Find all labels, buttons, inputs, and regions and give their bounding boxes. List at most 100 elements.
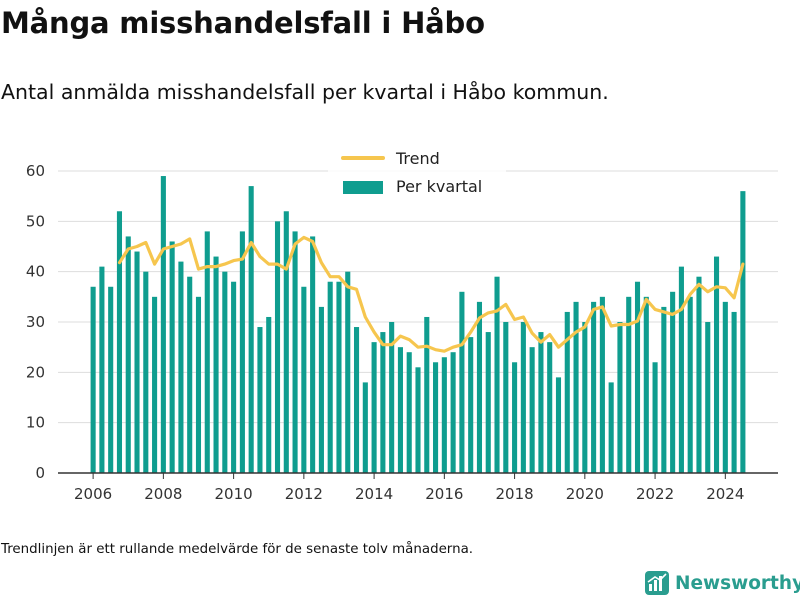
bar: [389, 322, 395, 473]
x-tick-label: 2012: [285, 485, 323, 500]
brand-logo[interactable]: Newsworthy: [644, 570, 800, 596]
footnote: Trendlinjen är ett rullande medelvärde f…: [1, 542, 474, 557]
bar: [468, 337, 474, 473]
bar: [406, 352, 412, 473]
legend-bar-label: Per kvartal: [396, 177, 482, 196]
bar: [626, 296, 632, 473]
y-tick-label: 40: [26, 263, 45, 281]
x-tick-label: 2022: [636, 485, 674, 500]
bar: [722, 301, 728, 473]
bar: [459, 291, 465, 473]
bar: [327, 281, 333, 473]
bar: [476, 301, 483, 473]
brand-name: Newsworthy: [675, 572, 800, 594]
bar: [643, 296, 649, 473]
bar: [599, 296, 605, 473]
x-tick-label: 2006: [74, 485, 112, 500]
bar: [283, 211, 289, 473]
bar: [380, 332, 386, 473]
bar: [257, 327, 263, 473]
bar: [591, 301, 597, 473]
bar: [740, 191, 746, 473]
bar: [204, 231, 210, 473]
legend: Trend Per kvartal: [328, 144, 506, 206]
trend-series: [117, 235, 745, 353]
bar: [274, 221, 281, 473]
bar: [634, 281, 641, 473]
bar: [353, 327, 360, 473]
chart: 0 10 20 30 40 50 60 2006 2008 2010 2012 2014 2016 201…: [26, 144, 778, 500]
bar: [441, 357, 447, 473]
bar: [292, 231, 298, 473]
bar: [687, 296, 693, 473]
bar: [582, 322, 588, 473]
bar: [318, 306, 324, 473]
legend-trend-label: Trend: [395, 149, 440, 168]
bar: [617, 322, 623, 473]
bar: [661, 306, 667, 473]
legend-bar-swatch: [343, 181, 383, 194]
bar: [222, 271, 228, 473]
bar: [248, 186, 254, 473]
bar: [266, 316, 272, 473]
bar: [652, 362, 658, 473]
bar: [90, 286, 96, 473]
bar: [678, 266, 684, 473]
bar: [415, 367, 421, 473]
bar: [143, 271, 149, 473]
bar: [424, 316, 430, 473]
bar: [512, 362, 518, 473]
bar: [397, 347, 403, 473]
x-tick-label: 2016: [425, 485, 463, 500]
bar: [187, 276, 193, 473]
bar: [520, 322, 526, 473]
bar: [450, 352, 456, 473]
bar: [529, 347, 535, 473]
bar: [152, 296, 158, 473]
bar: [301, 286, 307, 473]
y-tick-label: 30: [26, 313, 45, 331]
bar: [310, 236, 316, 473]
x-tick-label: 2024: [706, 485, 744, 500]
bar: [134, 251, 140, 473]
bar: [178, 261, 184, 473]
bar: [713, 256, 720, 473]
bar: [538, 332, 544, 473]
bar: [494, 276, 500, 473]
bar: [195, 296, 202, 473]
bar: [231, 281, 237, 473]
newsworthy-logo-icon: [645, 571, 669, 595]
bar: [125, 236, 131, 473]
page-subtitle: Antal anmälda misshandelsfall per kvarta…: [1, 80, 609, 104]
bar: [169, 241, 175, 473]
bar: [608, 382, 614, 473]
x-tick-label: 2018: [495, 485, 533, 500]
x-tick-label: 2008: [144, 485, 182, 500]
bar: [555, 377, 562, 473]
legend-background: [328, 144, 506, 206]
page-title: Många misshandelsfall i Håbo: [1, 6, 485, 40]
bar: [731, 311, 737, 473]
bar: [108, 286, 114, 473]
bar: [503, 322, 509, 473]
bar: [564, 311, 570, 473]
bar: [213, 256, 219, 473]
bar: [99, 266, 105, 473]
bar: [362, 382, 368, 473]
bar: [547, 342, 553, 473]
bar: [705, 322, 711, 473]
bar-series: [90, 176, 746, 473]
bar: [336, 281, 342, 473]
trend-line: [117, 235, 745, 353]
bar: [345, 271, 351, 473]
x-tick-label: 2010: [215, 485, 253, 500]
axes: 0 10 20 30 40 50 60 2006 2008 2010 2012 2014 2016 201…: [26, 162, 778, 500]
bar: [116, 211, 123, 473]
bar: [485, 332, 491, 473]
bar: [433, 362, 439, 473]
bar: [371, 342, 377, 473]
bar: [670, 291, 676, 473]
x-tick-label: 2020: [566, 485, 604, 500]
bar: [696, 276, 702, 473]
y-tick-label: 50: [26, 212, 45, 230]
